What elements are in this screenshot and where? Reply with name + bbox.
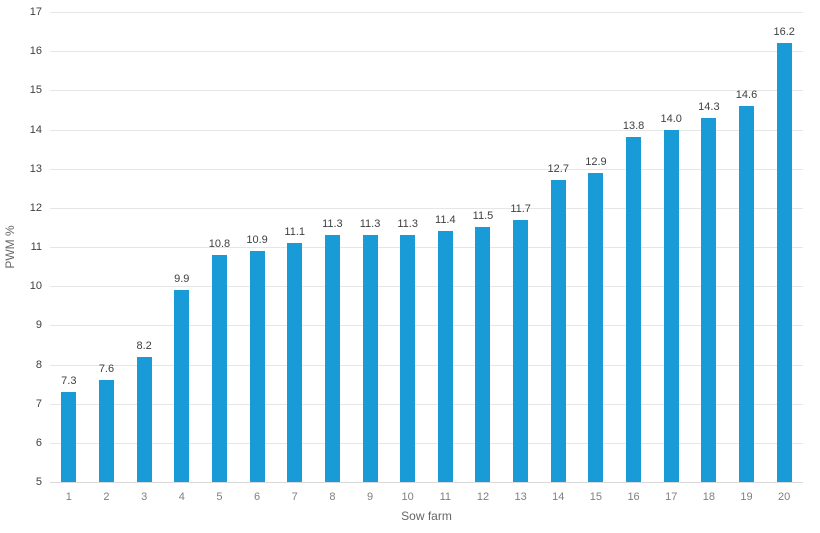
bar-value-label: 10.8: [208, 237, 231, 250]
x-axis-tick-label: 1: [65, 491, 72, 503]
y-axis-tick-label: 11: [30, 241, 42, 253]
bar-value-label: 12.7: [547, 163, 569, 176]
bar: [400, 235, 416, 482]
bar: [324, 235, 340, 482]
gridline: [50, 51, 803, 53]
x-axis-tick-label: 4: [178, 491, 185, 503]
bar-value-label: 8.2: [136, 339, 152, 352]
y-axis-tick-label: 5: [35, 476, 42, 488]
bar: [626, 137, 642, 482]
gridline: [50, 129, 803, 131]
x-axis-tick-label: 11: [439, 491, 452, 503]
x-axis-tick-label: 10: [401, 491, 414, 503]
y-axis-tick-label: 12: [29, 201, 42, 214]
y-axis-tick-label: 17: [29, 6, 42, 18]
bar: [61, 391, 77, 482]
bar: [287, 243, 303, 482]
y-axis-tick-label: 6: [35, 436, 42, 449]
gridline: [50, 247, 803, 248]
x-axis-tick-label: 6: [254, 491, 261, 503]
x-axis-tick-label: 7: [291, 491, 298, 503]
bar-value-label: 7.3: [61, 374, 77, 387]
bar: [701, 117, 717, 482]
bar-value-label: 12.9: [585, 155, 607, 168]
bar-value-label: 14.0: [660, 112, 682, 125]
y-axis-tick-label: 13: [29, 162, 42, 175]
gridline: [50, 168, 803, 170]
bar: [663, 129, 679, 482]
bar-value-label: 14.3: [698, 100, 720, 113]
bar: [98, 380, 114, 482]
x-axis-tick-label: 5: [216, 491, 223, 503]
y-axis-tick-label: 7: [35, 397, 42, 410]
bar-value-label: 16.2: [773, 26, 795, 39]
gridline: [50, 12, 803, 13]
plot-area: 7.3 1 7.6 2 8.2 3 9.9 4 10.8 5 10.9 6 11.1 7 11.3 8 11.3…: [50, 12, 803, 503]
x-axis-title: Sow farm: [401, 509, 452, 523]
y-axis-tick-label: 10: [29, 280, 42, 293]
bar: [362, 235, 378, 482]
x-axis-tick-label: 15: [589, 491, 603, 503]
gridline: [50, 90, 803, 92]
bar: [475, 227, 491, 482]
x-axis-tick-label: 2: [103, 491, 110, 503]
bar: [776, 43, 792, 482]
bar-value-label: 7.6: [98, 363, 115, 376]
x-axis-tick-label: 19: [740, 491, 753, 503]
gridline: [50, 286, 803, 288]
bar: [437, 231, 453, 482]
bar: [174, 290, 190, 482]
bar: [513, 219, 529, 482]
bar-value-label: 14.6: [735, 89, 758, 101]
bar: [550, 180, 566, 482]
x-axis-tick-label: 9: [366, 491, 374, 503]
x-axis-tick-label: 8: [329, 491, 336, 503]
bar-value-label: 11.3: [359, 218, 381, 231]
gridline: [50, 364, 803, 366]
x-axis-tick-label: 16: [627, 491, 640, 503]
x-axis-tick-label: 13: [514, 491, 527, 503]
y-axis-tick-label: 8: [35, 358, 42, 371]
x-axis-tick-label: 3: [141, 491, 148, 503]
bar: [136, 356, 152, 482]
gridline: [50, 207, 803, 209]
gridline: [50, 442, 803, 444]
bar: [588, 172, 604, 482]
x-axis-tick-label: 18: [702, 491, 715, 503]
gridline: [50, 482, 803, 483]
bar-value-label: 9.9: [174, 273, 190, 286]
bar-value-label: 11.5: [472, 210, 494, 223]
bar-value-label: 11.4: [435, 214, 456, 227]
bar-value-label: 11.1: [284, 226, 306, 239]
bar-value-label: 11.3: [397, 218, 418, 231]
bar-value-label: 13.8: [622, 120, 645, 133]
bar: [249, 250, 265, 482]
bar-value-label: 11.3: [322, 218, 343, 231]
x-axis-tick-label: 20: [778, 491, 791, 503]
x-axis-tick-label: 14: [552, 491, 565, 503]
bar: [739, 106, 755, 482]
y-axis-tick-label: 9: [35, 319, 42, 332]
y-axis-tick-label: 15: [29, 84, 42, 97]
gridline: [50, 325, 803, 327]
bar-value-label: 11.7: [510, 202, 531, 215]
x-axis-tick-label: 12: [476, 491, 490, 503]
gridline: [50, 403, 803, 405]
y-axis-tick-label: 16: [29, 45, 42, 58]
bar: [211, 254, 227, 482]
y-axis-tick-label: 14: [29, 123, 42, 136]
x-axis-tick-label: 17: [665, 491, 678, 503]
bar-value-label: 10.9: [246, 233, 268, 246]
